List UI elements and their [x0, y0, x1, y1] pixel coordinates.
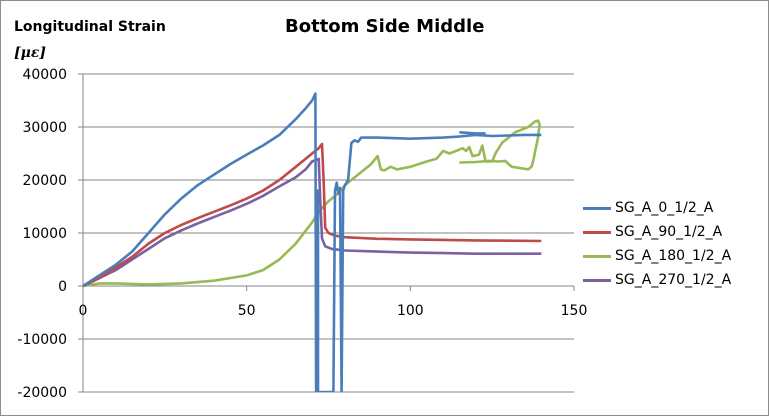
legend-item-3: SG_A_270_1/2_A [583, 268, 731, 292]
y-axis-label: Longitudinal Strain [με] [14, 14, 166, 66]
series-segment-0 [459, 131, 486, 135]
y-tick-label: 30000 [22, 120, 67, 136]
legend-label: SG_A_90_1/2_A [615, 224, 723, 240]
y-tick-label: 10000 [22, 226, 67, 242]
y-axis-label-line2: [με] [14, 45, 47, 61]
legend-label: SG_A_270_1/2_A [615, 272, 732, 288]
legend-label: SG_A_0_1/2_A [615, 200, 714, 216]
legend-swatch [583, 254, 611, 258]
legend-item-0: SG_A_0_1/2_A [583, 196, 731, 220]
series-line-1 [83, 142, 542, 288]
series-line-3 [83, 157, 542, 288]
series-line-2 [83, 119, 541, 288]
series-line-0 [83, 92, 542, 392]
y-tick-label: -20000 [17, 385, 67, 401]
chart-title: Bottom Side Middle [285, 16, 485, 37]
legend-swatch [583, 278, 611, 282]
legend: SG_A_0_1/2_A SG_A_90_1/2_A SG_A_180_1/2_A S… [583, 196, 731, 292]
y-tick-label: -10000 [17, 332, 67, 348]
x-tick-label: 50 [238, 303, 256, 319]
y-axis-label-line1: Longitudinal Strain [14, 19, 166, 35]
y-tick-label: 20000 [22, 173, 67, 189]
x-tick-label: 100 [397, 303, 424, 319]
y-tick-label: 40000 [22, 67, 67, 83]
legend-item-1: SG_A_90_1/2_A [583, 220, 731, 244]
legend-swatch [583, 230, 611, 234]
legend-item-2: SG_A_180_1/2_A [583, 244, 731, 268]
y-tick-label: 0 [58, 279, 67, 295]
legend-label: SG_A_180_1/2_A [615, 248, 732, 264]
x-tick-label: 0 [79, 303, 88, 319]
legend-swatch [583, 206, 611, 210]
x-tick-label: 150 [561, 303, 588, 319]
